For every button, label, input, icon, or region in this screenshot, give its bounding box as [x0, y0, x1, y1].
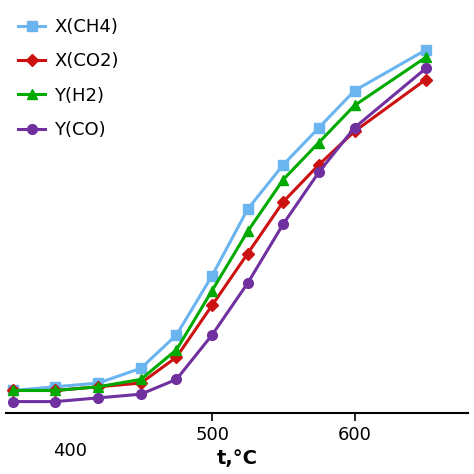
Legend: X(CH4), X(CO2), Y(H2), Y(CO): X(CH4), X(CO2), Y(H2), Y(CO) — [15, 15, 122, 143]
X(CH4) — [281, 162, 286, 167]
X(CO2) — [316, 162, 322, 167]
Y(CO) — [53, 399, 58, 404]
Y(H2) — [316, 140, 322, 146]
X(CO2) — [245, 251, 251, 256]
X(CH4) — [209, 273, 215, 279]
Y(H2) — [95, 384, 101, 390]
Y(H2) — [281, 177, 286, 182]
X(CH4) — [95, 380, 101, 386]
Y(CO) — [138, 392, 144, 397]
X(CO2) — [10, 388, 16, 393]
X-axis label: t,°C: t,°C — [217, 449, 257, 468]
Y(CO) — [209, 332, 215, 338]
Line: Y(CO): Y(CO) — [8, 64, 430, 406]
X(CO2) — [173, 355, 179, 360]
Line: X(CO2): X(CO2) — [9, 75, 430, 395]
X(CH4) — [53, 384, 58, 390]
X(CH4) — [423, 47, 428, 53]
X(CO2) — [281, 199, 286, 205]
X(CO2) — [423, 77, 428, 82]
X(CH4) — [316, 125, 322, 130]
Y(H2) — [53, 388, 58, 393]
X(CH4) — [352, 88, 357, 93]
Text: 400: 400 — [53, 442, 87, 460]
Y(CO) — [95, 395, 101, 401]
X(CO2) — [209, 302, 215, 308]
Y(CO) — [245, 280, 251, 286]
Y(H2) — [138, 376, 144, 382]
Line: Y(H2): Y(H2) — [8, 53, 430, 395]
Y(H2) — [245, 228, 251, 234]
X(CO2) — [53, 388, 58, 393]
Line: X(CH4): X(CH4) — [8, 45, 430, 395]
Y(H2) — [209, 288, 215, 293]
X(CH4) — [10, 388, 16, 393]
Y(H2) — [423, 55, 428, 60]
X(CO2) — [352, 128, 357, 134]
X(CH4) — [173, 332, 179, 338]
Y(CO) — [173, 376, 179, 382]
Y(CO) — [281, 221, 286, 227]
Y(CO) — [423, 65, 428, 71]
X(CO2) — [95, 384, 101, 390]
Y(CO) — [10, 399, 16, 404]
Y(H2) — [352, 103, 357, 109]
Y(CO) — [352, 125, 357, 130]
X(CO2) — [138, 380, 144, 386]
Y(H2) — [173, 347, 179, 353]
Y(H2) — [10, 388, 16, 393]
X(CH4) — [245, 206, 251, 212]
Y(CO) — [316, 169, 322, 175]
X(CH4) — [138, 365, 144, 371]
